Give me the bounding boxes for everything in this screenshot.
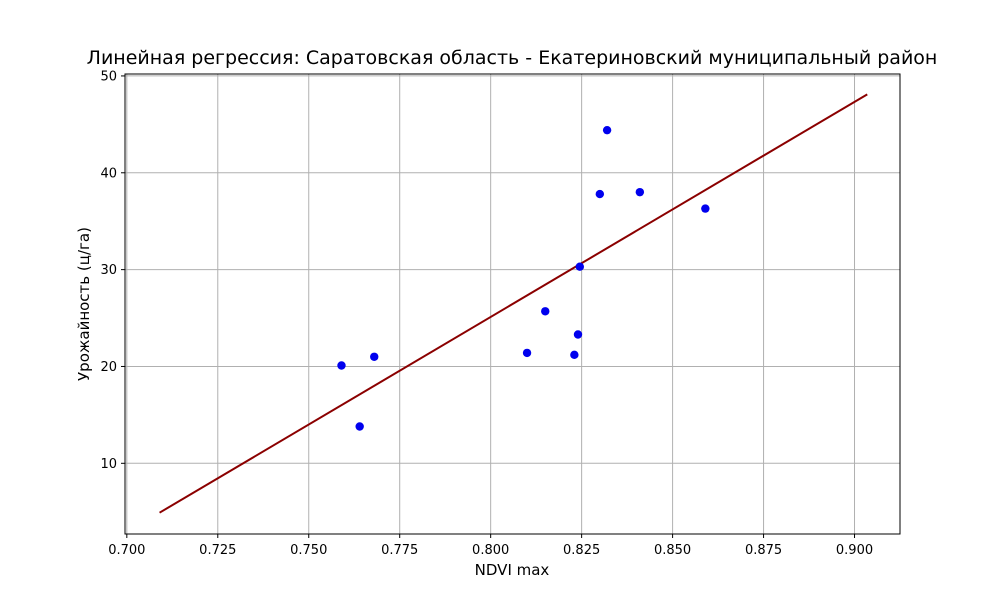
y-tick-label: 40 — [100, 166, 117, 181]
x-tick-label: 0.750 — [290, 543, 327, 558]
data-point — [541, 307, 550, 316]
x-tick-label: 0.875 — [745, 543, 782, 558]
chart-title: Линейная регрессия: Саратовская область … — [87, 47, 938, 69]
x-tick-label: 0.800 — [472, 543, 509, 558]
data-point — [595, 189, 605, 199]
data-point — [337, 361, 346, 370]
y-axis-label: Урожайность (ц/га) — [75, 227, 93, 381]
data-point — [570, 350, 579, 360]
x-tick-label: 0.725 — [199, 543, 236, 558]
plot-series — [159, 93, 868, 514]
x-tick-label: 0.825 — [563, 543, 600, 558]
x-tick-label: 0.700 — [108, 543, 145, 558]
regression-line — [159, 93, 868, 514]
grid — [125, 74, 900, 534]
y-tick-label: 30 — [100, 263, 117, 278]
data-point — [635, 187, 645, 197]
data-point — [602, 125, 612, 135]
x-tick-label: 0.775 — [381, 543, 418, 558]
data-point — [573, 330, 583, 339]
x-axis-label: NDVI max — [475, 561, 550, 579]
plot-frame — [124, 73, 901, 535]
y-tick-label: 50 — [100, 69, 117, 84]
data-point — [575, 262, 585, 271]
data-point — [701, 204, 710, 213]
data-point — [355, 422, 364, 431]
data-point — [522, 348, 532, 358]
x-tick-label: 0.900 — [836, 543, 873, 558]
x-tick-label: 0.850 — [654, 543, 691, 558]
y-tick-label: 20 — [100, 360, 117, 375]
axis-ticks: 0.700 0.725 0.750 0.775 0.800 0.825 0.850 0.875… — [100, 69, 873, 558]
y-tick-label: 10 — [100, 457, 117, 472]
data-point — [370, 352, 379, 361]
